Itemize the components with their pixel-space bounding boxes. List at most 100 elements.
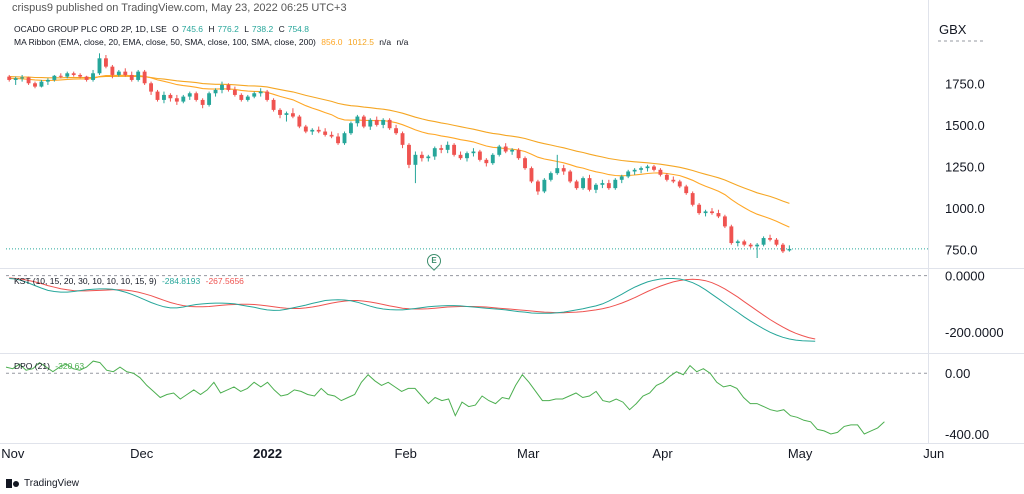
candle-body bbox=[710, 211, 714, 214]
candle-body bbox=[200, 99, 205, 105]
candle-body bbox=[574, 181, 579, 189]
candle-body bbox=[316, 129, 321, 132]
candle-body bbox=[310, 129, 315, 132]
candle-body bbox=[26, 77, 31, 84]
candle-body bbox=[407, 144, 411, 165]
candle-body bbox=[510, 149, 515, 152]
dpo-legend: DPO (21) -320.63 bbox=[14, 361, 87, 371]
candle-body bbox=[671, 179, 676, 182]
candle-body bbox=[497, 146, 502, 155]
candle-body bbox=[174, 98, 179, 102]
candle-body bbox=[768, 238, 772, 240]
candle-body bbox=[252, 93, 257, 97]
candle-body bbox=[110, 66, 115, 75]
candle-body bbox=[503, 146, 508, 152]
candle-body bbox=[84, 76, 89, 80]
candle-body bbox=[426, 156, 431, 159]
candle-body bbox=[555, 168, 560, 174]
candle-body bbox=[97, 58, 102, 74]
candle-body bbox=[639, 168, 644, 170]
candle-body bbox=[542, 179, 547, 192]
dpo-value: -320.63 bbox=[55, 361, 85, 371]
tradingview-logo[interactable]: TradingView bbox=[6, 478, 79, 489]
symbol-label: OCADO GROUP PLC ORD 2P, 1D, LSE bbox=[14, 24, 167, 34]
candle-body bbox=[265, 91, 270, 100]
candle-body bbox=[619, 176, 624, 180]
candle-body bbox=[245, 96, 250, 100]
candle-body bbox=[71, 73, 76, 75]
candle-body bbox=[336, 136, 340, 144]
candle-body bbox=[129, 74, 134, 80]
candle-body bbox=[761, 238, 766, 245]
candle-body bbox=[65, 73, 70, 77]
candle-body bbox=[439, 148, 444, 150]
candle-body bbox=[142, 71, 147, 84]
candle-body bbox=[413, 154, 418, 165]
low-label: L bbox=[244, 24, 249, 34]
kst-signal-value: -267.5656 bbox=[205, 276, 244, 286]
candle-body bbox=[729, 226, 734, 244]
candle-body bbox=[342, 133, 347, 144]
candle-body bbox=[33, 83, 37, 87]
candle-body bbox=[349, 123, 353, 134]
candle-body bbox=[361, 116, 366, 127]
dpo-line bbox=[5, 360, 885, 435]
candle-body bbox=[162, 94, 166, 100]
candle-body bbox=[39, 81, 44, 87]
candle-body bbox=[626, 171, 631, 177]
candle-body bbox=[477, 151, 482, 160]
candle-body bbox=[323, 131, 328, 135]
candle-body bbox=[535, 181, 540, 192]
candle-body bbox=[52, 75, 57, 80]
candle-body bbox=[181, 96, 186, 102]
candle-body bbox=[735, 241, 740, 244]
main-legend: OCADO GROUP PLC ORD 2P, 1D, LSE O 745.6 H… bbox=[14, 24, 312, 34]
candle-body bbox=[780, 244, 785, 252]
candle-body bbox=[194, 93, 199, 100]
x-tick-label: 2022 bbox=[253, 446, 282, 461]
candle-body bbox=[7, 76, 12, 80]
kst-legend: KST (10, 15, 20, 30, 10, 10, 10, 15, 9) … bbox=[14, 276, 247, 286]
candle-body bbox=[20, 77, 25, 79]
candle-body bbox=[703, 211, 708, 214]
kst-line bbox=[9, 278, 816, 342]
candle-body bbox=[207, 93, 212, 105]
candle-body bbox=[587, 178, 592, 190]
currency-label: GBX bbox=[939, 22, 967, 37]
candle-body bbox=[213, 89, 218, 94]
candle-body bbox=[239, 94, 244, 100]
earnings-label: E bbox=[431, 256, 437, 265]
ribbon-legend: MA Ribbon (EMA, close, 20, EMA, close, 5… bbox=[14, 37, 411, 47]
candle-body bbox=[645, 166, 650, 169]
x-tick-label: May bbox=[788, 446, 813, 461]
candle-body bbox=[716, 213, 721, 217]
candle-body bbox=[400, 133, 405, 145]
candle-body bbox=[155, 91, 160, 100]
price-tick-label: 1000.0 bbox=[945, 201, 985, 216]
candle-body bbox=[368, 119, 373, 127]
candle-body bbox=[149, 83, 154, 92]
candle-body bbox=[278, 109, 282, 115]
tradingview-brand: TradingView bbox=[24, 478, 80, 489]
ribbon-value-2: 1012.5 bbox=[347, 37, 374, 47]
candle-body bbox=[123, 71, 128, 75]
candle-body bbox=[458, 154, 463, 159]
open-label: O bbox=[172, 24, 179, 34]
candle-body bbox=[91, 73, 95, 80]
dpo-tick-label: 0.00 bbox=[945, 366, 970, 381]
ribbon-label: MA Ribbon (EMA, close, 20, EMA, close, 5… bbox=[14, 37, 316, 47]
candle-body bbox=[78, 74, 83, 77]
candle-body bbox=[787, 248, 792, 251]
candle-body bbox=[465, 153, 469, 159]
candle-body bbox=[484, 159, 489, 164]
candle-body bbox=[187, 93, 192, 97]
candle-body bbox=[664, 174, 669, 180]
candle-body bbox=[606, 183, 611, 189]
open-value: 745.6 bbox=[181, 24, 204, 34]
high-label: H bbox=[208, 24, 215, 34]
price-tick-label: 1500.0 bbox=[945, 118, 985, 133]
ema20-line bbox=[9, 74, 790, 228]
candle-body bbox=[658, 169, 663, 175]
candle-body bbox=[355, 116, 360, 124]
